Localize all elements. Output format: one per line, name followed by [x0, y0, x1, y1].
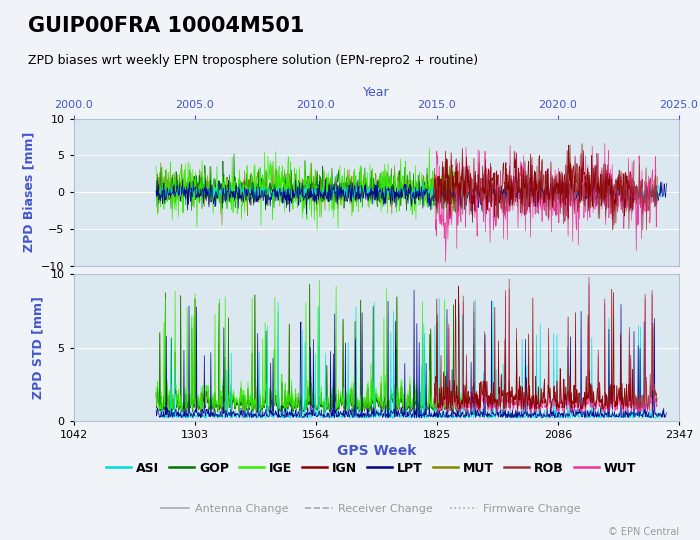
Y-axis label: ZPD STD [mm]: ZPD STD [mm]: [32, 296, 45, 399]
X-axis label: GPS Week: GPS Week: [337, 444, 416, 458]
Y-axis label: ZPD Biases [mm]: ZPD Biases [mm]: [22, 132, 36, 252]
Text: ZPD biases wrt weekly EPN troposphere solution (EPN-repro2 + routine): ZPD biases wrt weekly EPN troposphere so…: [28, 54, 478, 67]
Text: © EPN Central: © EPN Central: [608, 527, 679, 537]
Text: GUIP00FRA 10004M501: GUIP00FRA 10004M501: [28, 16, 304, 36]
Legend: Antenna Change, Receiver Change, Firmware Change: Antenna Change, Receiver Change, Firmwar…: [157, 500, 585, 518]
Legend: ASI, GOP, IGE, IGN, LPT, MUT, ROB, WUT: ASI, GOP, IGE, IGN, LPT, MUT, ROB, WUT: [101, 457, 641, 480]
X-axis label: Year: Year: [363, 86, 390, 99]
